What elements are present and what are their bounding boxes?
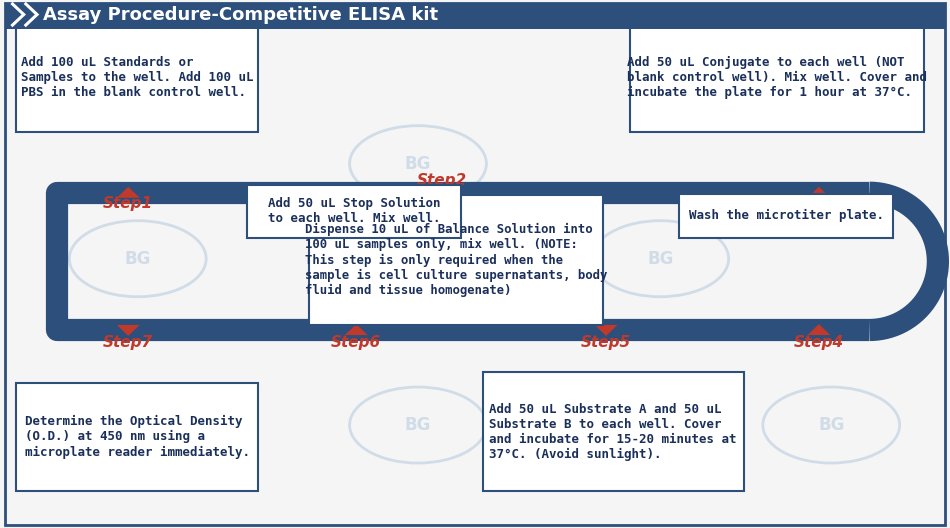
FancyBboxPatch shape xyxy=(5,3,945,29)
Text: Add 100 uL Standards or
Samples to the well. Add 100 uL
PBS in the blank control: Add 100 uL Standards or Samples to the w… xyxy=(21,56,254,99)
Text: BG: BG xyxy=(647,250,674,268)
FancyBboxPatch shape xyxy=(16,383,258,491)
Text: Add 50 uL Substrate A and 50 uL
Substrate B to each well. Cover
and incubate for: Add 50 uL Substrate A and 50 uL Substrat… xyxy=(489,402,737,461)
Text: Dispense 10 uL of Balance Solution into
100 uL samples only, mix well. (NOTE:
Th: Dispense 10 uL of Balance Solution into … xyxy=(305,223,607,297)
Polygon shape xyxy=(117,325,140,336)
FancyBboxPatch shape xyxy=(483,372,744,491)
Text: BG: BG xyxy=(405,155,431,173)
FancyBboxPatch shape xyxy=(16,24,258,132)
Polygon shape xyxy=(430,187,453,199)
FancyBboxPatch shape xyxy=(679,194,893,238)
Text: Step3: Step3 xyxy=(794,196,844,211)
Polygon shape xyxy=(808,187,830,198)
Text: Add 50 uL Conjugate to each well (NOT
blank control well). Mix well. Cover and
i: Add 50 uL Conjugate to each well (NOT bl… xyxy=(627,56,927,99)
Text: BG: BG xyxy=(818,416,845,434)
Text: Step6: Step6 xyxy=(332,335,381,350)
Polygon shape xyxy=(808,324,830,335)
Text: Determine the Optical Density
(O.D.) at 450 nm using a
microplate reader immedia: Determine the Optical Density (O.D.) at … xyxy=(25,416,250,458)
Text: BG: BG xyxy=(405,416,431,434)
Text: BG: BG xyxy=(124,250,151,268)
Text: BG: BG xyxy=(647,416,674,434)
Polygon shape xyxy=(595,325,618,336)
Text: Step7: Step7 xyxy=(104,335,153,350)
Polygon shape xyxy=(437,3,470,26)
Text: Step1: Step1 xyxy=(104,196,153,211)
Text: Wash the microtiter plate.: Wash the microtiter plate. xyxy=(689,210,884,222)
FancyBboxPatch shape xyxy=(630,24,924,132)
Text: Step2: Step2 xyxy=(417,173,466,188)
FancyBboxPatch shape xyxy=(247,185,461,238)
Polygon shape xyxy=(345,324,368,335)
Text: Step5: Step5 xyxy=(581,335,631,350)
FancyBboxPatch shape xyxy=(309,195,603,325)
Polygon shape xyxy=(117,187,140,198)
Text: Assay Procedure-Competitive ELISA kit: Assay Procedure-Competitive ELISA kit xyxy=(43,5,438,24)
Text: Add 50 uL Stop Solution
to each well. Mix well.: Add 50 uL Stop Solution to each well. Mi… xyxy=(268,197,440,225)
Text: Step4: Step4 xyxy=(794,335,844,350)
